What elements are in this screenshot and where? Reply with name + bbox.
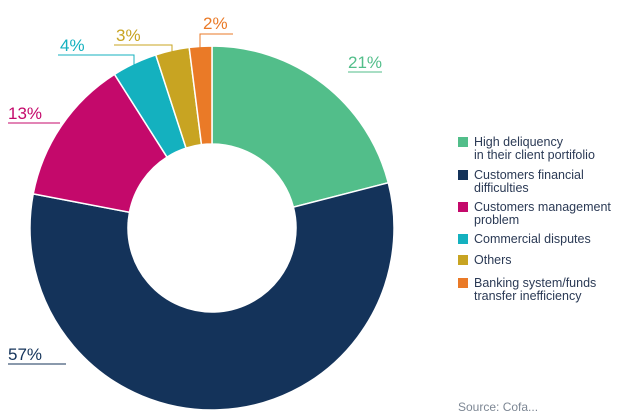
source-note: Source: Cofa... <box>458 400 539 414</box>
legend-label: Customers management <box>474 200 611 214</box>
value-label-commercial-disputes: 4% <box>60 36 85 55</box>
legend-item-banking-system-inefficiency: Banking system/funds transfer inefficienc… <box>458 277 638 303</box>
value-label-customers-financial-difficulties: 57% <box>8 345 42 364</box>
legend-label: Banking system/funds <box>474 276 597 290</box>
legend-item-high-delinquency: High deliquency in their client portifoli… <box>458 136 638 162</box>
value-label-others: 3% <box>116 26 141 45</box>
legend-item-commercial-disputes: Commercial disputes <box>458 233 638 246</box>
leader-line-banking-system-inefficiency <box>199 33 233 48</box>
legend-swatch <box>458 137 468 147</box>
slice-high-delinquency <box>211 45 390 209</box>
legend-label: High deliquency <box>474 135 563 149</box>
legend-swatch <box>458 202 468 212</box>
legend-label: in their client portifolio <box>474 148 595 162</box>
legend-label: Customers financial <box>474 168 584 182</box>
value-label-customers-management-problem: 13% <box>8 104 42 123</box>
legend-label: Commercial disputes <box>474 232 591 246</box>
legend-swatch <box>458 234 468 244</box>
legend-label: problem <box>474 213 520 227</box>
value-label-banking-system-inefficiency: 2% <box>203 14 228 33</box>
legend-swatch <box>458 278 468 288</box>
slice-customers-financial-difficulties <box>29 181 395 411</box>
legend-swatch <box>458 170 468 180</box>
legend-label: transfer inefficiency <box>474 289 582 303</box>
value-label-high-delinquency: 21% <box>348 53 382 72</box>
legend-swatch <box>458 255 468 265</box>
legend-item-customers-management-problem: Customers management problem <box>458 201 638 227</box>
leader-line-others <box>114 44 173 57</box>
chart-legend: High deliquency in their client portifoli… <box>458 136 638 303</box>
legend-label: Others <box>474 253 512 267</box>
slice-banking-system-inefficiency <box>188 45 213 146</box>
legend-label: difficulties <box>474 181 529 195</box>
legend-item-others: Others <box>458 254 638 267</box>
legend-item-customers-financial-difficulties: Customers financial difficulties <box>458 169 638 195</box>
slice-customers-management-problem <box>32 73 169 214</box>
leader-line-commercial-disputes <box>58 54 135 68</box>
